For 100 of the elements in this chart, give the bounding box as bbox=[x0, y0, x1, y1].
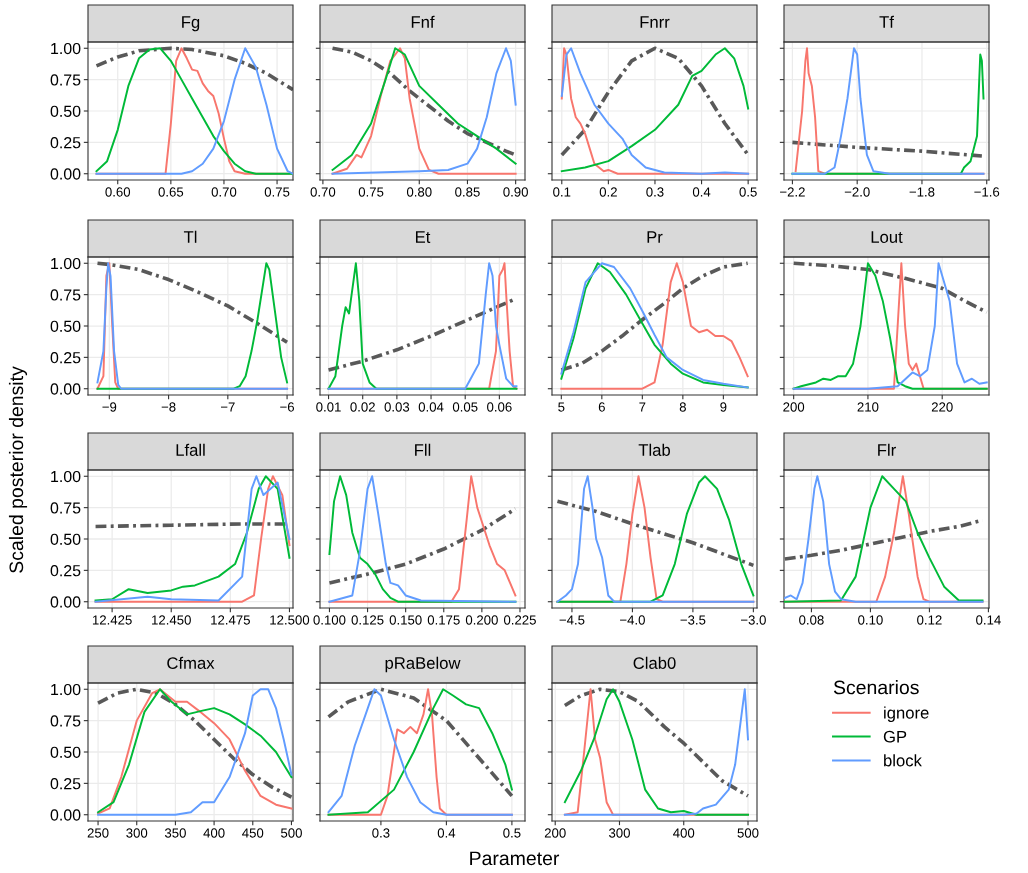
y-tick-label: 0.25 bbox=[50, 137, 81, 149]
x-tick-label: 300 bbox=[126, 828, 148, 838]
x-tick-label: 0.175 bbox=[427, 615, 460, 625]
y-tick-label: 0.50 bbox=[50, 533, 81, 545]
chart-title: Fnrr bbox=[640, 16, 670, 28]
chart-title: Lfall bbox=[176, 443, 205, 456]
chart-title: Tf bbox=[879, 15, 894, 28]
x-tick-label: 7 bbox=[639, 402, 646, 412]
x-tick-label: 0.04 bbox=[418, 402, 444, 412]
x-tick-label: 0.85 bbox=[455, 187, 480, 197]
y-tick-label: 0.00 bbox=[50, 596, 81, 608]
x-tick-label: 0.225 bbox=[503, 615, 536, 625]
x-tick-label: 0.90 bbox=[503, 187, 528, 197]
x-tick-label: 0.08 bbox=[799, 615, 824, 625]
x-tick-label: 0.70 bbox=[310, 187, 336, 197]
chart-title: Fll bbox=[415, 443, 431, 456]
x-tick-label: 400 bbox=[673, 828, 695, 838]
x-tick-label: −2.0 bbox=[844, 187, 870, 197]
chart-title: Pr bbox=[647, 231, 663, 243]
x-tick-label: −9 bbox=[102, 402, 117, 412]
y-tick-label: 0.75 bbox=[50, 502, 81, 514]
x-tick-label: 5 bbox=[558, 402, 565, 412]
x-tick-label: 0.14 bbox=[976, 615, 1001, 625]
chart-title: Fg bbox=[182, 16, 200, 32]
x-tick-label: 0.1 bbox=[553, 187, 571, 197]
y-tick-label: 1.00 bbox=[51, 470, 81, 483]
y-tick-label: 0.00 bbox=[50, 168, 81, 180]
x-tick-label: 210 bbox=[857, 402, 879, 412]
x-tick-label: −4.5 bbox=[559, 615, 585, 625]
x-tick-label: 200 bbox=[544, 828, 566, 838]
x-tick-label: 0.12 bbox=[917, 615, 942, 625]
x-tick-label: 12.425 bbox=[92, 615, 132, 625]
x-tick-label: 12.500 bbox=[270, 615, 310, 625]
x-tick-label: 0.06 bbox=[487, 402, 512, 412]
chart-title: pRaBelow bbox=[385, 656, 461, 673]
x-tick-label: −8 bbox=[161, 402, 176, 412]
x-tick-label: 0.2 bbox=[599, 187, 617, 197]
y-tick-label: 0.50 bbox=[50, 320, 81, 332]
x-tick-label: 12.450 bbox=[152, 615, 191, 625]
y-tick-label: 0.75 bbox=[50, 74, 81, 86]
y-tick-label: 0.50 bbox=[50, 105, 81, 117]
x-tick-label: 250 bbox=[87, 828, 109, 838]
y-tick-label: 1.00 bbox=[51, 683, 81, 696]
y-axis-title: Scaled posterior density bbox=[8, 366, 28, 573]
x-tick-label: 220 bbox=[931, 402, 953, 412]
legend-label: ignore bbox=[884, 706, 929, 722]
x-tick-label: 200 bbox=[783, 402, 805, 412]
x-tick-label: 0.03 bbox=[384, 402, 410, 412]
x-tick-label: 0.150 bbox=[389, 615, 422, 625]
x-tick-label: −4.0 bbox=[620, 615, 645, 625]
x-tick-label: 400 bbox=[203, 828, 225, 838]
x-tick-label: 0.5 bbox=[739, 187, 757, 197]
x-tick-label: 12.475 bbox=[211, 615, 250, 625]
legend-label: block bbox=[884, 754, 922, 767]
x-tick-label: −3.0 bbox=[741, 615, 766, 625]
chart-title: Tlab bbox=[638, 443, 671, 456]
chart-title: Clab0 bbox=[633, 656, 676, 669]
x-tick-label: 0.05 bbox=[452, 402, 478, 412]
x-tick-label: −2.2 bbox=[780, 187, 805, 197]
chart-title: Flr bbox=[878, 443, 896, 456]
x-tick-label: −1.8 bbox=[909, 187, 935, 197]
x-tick-label: 0.3 bbox=[646, 187, 664, 197]
x-tick-label: −7 bbox=[220, 402, 235, 412]
y-tick-label: 0.75 bbox=[50, 715, 81, 727]
x-tick-label: 0.75 bbox=[358, 187, 384, 197]
chart-title: Tl bbox=[183, 230, 197, 243]
x-tick-label: 0.100 bbox=[313, 615, 346, 625]
y-tick-label: 1.00 bbox=[51, 42, 81, 55]
y-tick-label: 0.00 bbox=[50, 809, 81, 821]
x-tick-label: 0.80 bbox=[406, 187, 432, 197]
y-tick-label: 0.50 bbox=[50, 746, 81, 758]
y-tick-label: 0.75 bbox=[50, 289, 81, 301]
x-tick-label: 0.10 bbox=[858, 615, 883, 625]
x-tick-label: 0.02 bbox=[350, 402, 375, 412]
x-tick-label: 500 bbox=[280, 828, 302, 838]
x-tick-label: 0.70 bbox=[211, 187, 237, 197]
x-tick-label: 0.5 bbox=[503, 828, 521, 838]
y-tick-label: 1.00 bbox=[51, 257, 81, 270]
x-tick-label: 0.01 bbox=[316, 402, 341, 412]
x-tick-label: 0.75 bbox=[264, 187, 290, 197]
x-tick-label: 0.3 bbox=[372, 828, 390, 838]
x-tick-label: 9 bbox=[720, 402, 727, 412]
x-tick-label: 0.200 bbox=[465, 615, 498, 625]
y-tick-label: 0.25 bbox=[50, 778, 81, 790]
x-tick-label: 350 bbox=[164, 828, 186, 838]
x-tick-label: −1.6 bbox=[974, 187, 1000, 197]
x-tick-label: 6 bbox=[598, 402, 605, 412]
x-tick-label: 300 bbox=[608, 828, 630, 838]
x-tick-label: 0.125 bbox=[351, 615, 384, 625]
chart-title: Cfmax bbox=[167, 656, 215, 669]
legend-title: Scenarios bbox=[833, 680, 919, 695]
chart-title: Lout bbox=[871, 231, 903, 243]
chart-title: Fnf bbox=[411, 15, 435, 28]
chart-title: Et bbox=[415, 231, 431, 243]
x-tick-label: 0.65 bbox=[158, 187, 184, 197]
y-tick-label: 0.25 bbox=[50, 352, 81, 364]
x-tick-label: 8 bbox=[679, 402, 686, 412]
x-tick-label: 500 bbox=[737, 828, 759, 838]
x-tick-label: 0.60 bbox=[105, 187, 131, 197]
x-tick-label: −3.5 bbox=[680, 615, 706, 625]
